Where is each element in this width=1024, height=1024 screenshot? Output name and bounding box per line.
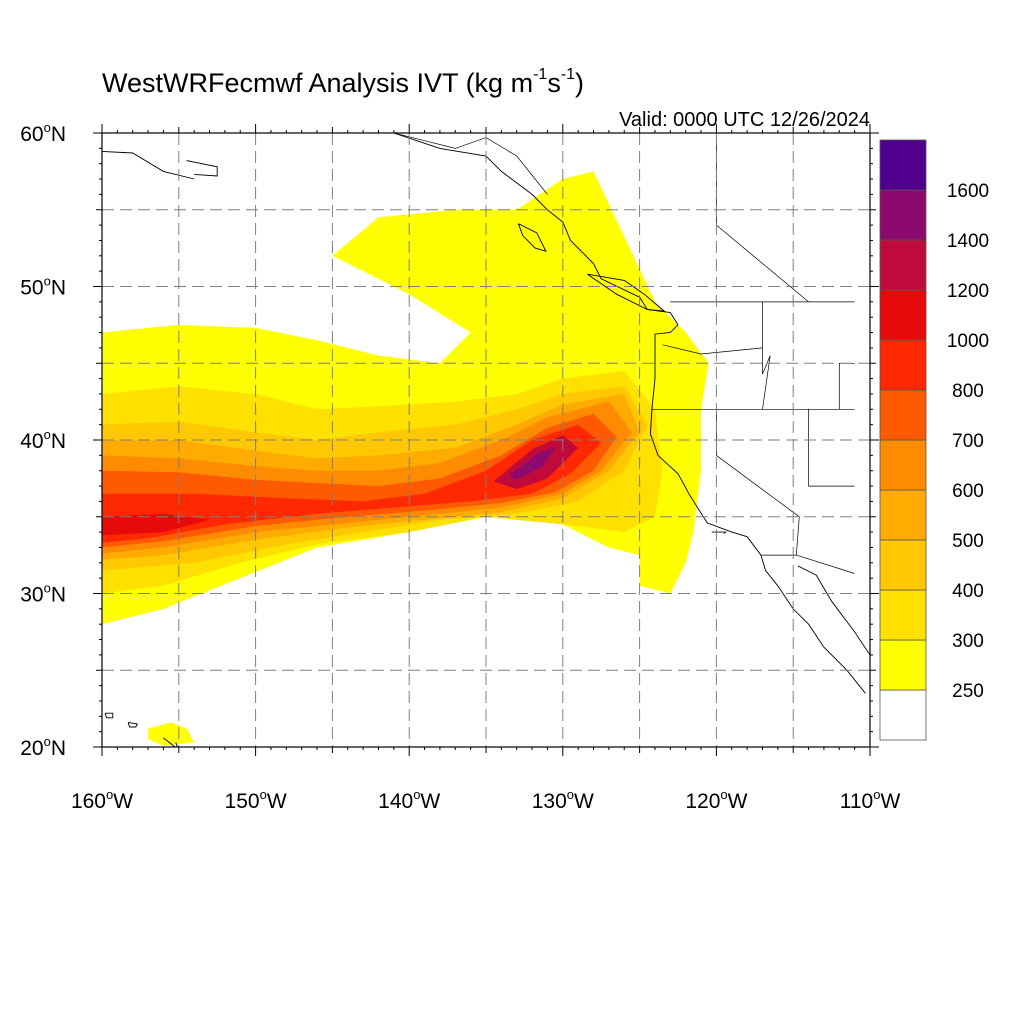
alaska-border (393, 133, 548, 195)
colorbar-box (879, 539, 927, 591)
colorbar-label: 1000 (947, 331, 989, 352)
colorbar-label: 1400 (947, 231, 989, 252)
x-tick-label: 130oW (532, 787, 594, 813)
ivt-region-800 (102, 424, 602, 543)
valid-time-label: Valid: 0000 UTC 12/26/2024 (619, 109, 870, 131)
haida-gwaii (517, 223, 547, 252)
ivt-region-1400 (509, 447, 556, 480)
alaska-coast (186, 160, 218, 177)
colorbar-label: 700 (952, 431, 984, 452)
colorbar-box (879, 589, 927, 641)
coastline-layer (102, 133, 870, 747)
colorbar-label: 250 (952, 681, 984, 702)
state-line (662, 344, 763, 355)
colorbar-box (879, 189, 927, 241)
colorbar-box (879, 639, 927, 691)
x-tick-label: 110oW (840, 787, 901, 813)
tick-layer (93, 124, 879, 756)
colorbar-label: 1200 (947, 281, 989, 302)
colorbar-label: 300 (952, 631, 984, 652)
y-tick-label: 50oN (20, 274, 66, 300)
state-line (808, 409, 855, 487)
colorbar-label: 500 (952, 531, 984, 552)
state-line (762, 301, 771, 410)
gulf-of-california-coast (797, 565, 870, 656)
colorbar-box (879, 239, 927, 291)
colorbar-label: 600 (952, 481, 984, 502)
ivt-fill-layer (102, 171, 709, 746)
x-tick-label: 160oW (71, 787, 133, 813)
hawaii-coast (127, 721, 138, 728)
grid-layer (102, 133, 870, 747)
axis-label-layer: 160oW 150oW 140oW 130oW 120oW 110oW 60oN 50oN 40… (20, 120, 900, 813)
x-tick-label: 140oW (378, 787, 440, 813)
y-tick-label: 40oN (20, 427, 66, 453)
colorbar-box (879, 439, 927, 491)
ivt-region-250 (148, 722, 195, 746)
hawaii-coast (163, 737, 179, 747)
colorbar-label: 1600 (947, 181, 989, 202)
colorbar-box (879, 139, 927, 191)
map-title: WestWRFecmwf Analysis IVT (kg m-1s-1) (102, 66, 585, 98)
y-tick-label: 20oN (20, 734, 66, 760)
colorbar-label: 400 (952, 581, 984, 602)
hawaii-coast (104, 712, 114, 719)
colorbar: 250 300 400 500 600 700 800 1000 1200 1400 1600 (879, 139, 989, 741)
north-america-coast (393, 133, 866, 694)
y-tick-label: 60oN (20, 120, 66, 146)
vancouver-island (587, 273, 666, 312)
ivt-region-1000 (102, 513, 210, 536)
colorbar-box (879, 339, 927, 391)
border-layer (393, 133, 855, 574)
colorbar-box (879, 389, 927, 441)
x-tick-label: 120oW (685, 787, 747, 813)
state-line (796, 554, 855, 574)
colorbar-box (879, 689, 927, 741)
colorbar-box (879, 289, 927, 341)
colorbar-box (879, 489, 927, 541)
y-tick-label: 30oN (20, 581, 66, 607)
colorbar-label: 800 (952, 381, 984, 402)
x-tick-label: 150oW (225, 787, 287, 813)
